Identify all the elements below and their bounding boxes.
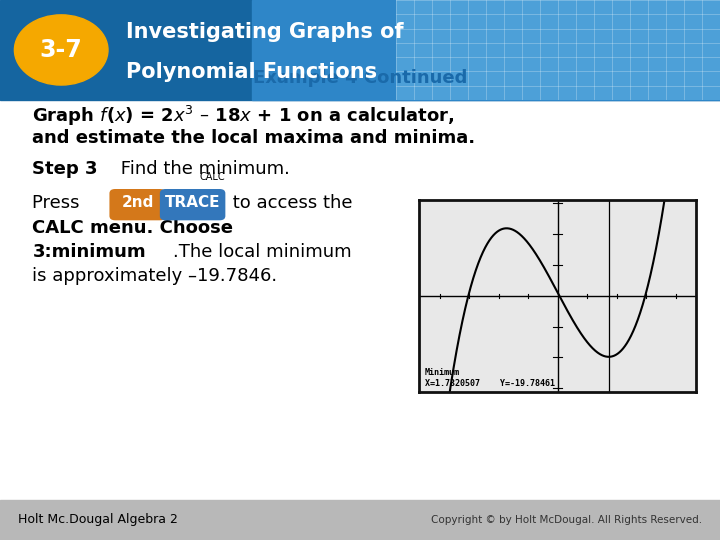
Text: Step 3: Step 3 — [32, 160, 98, 178]
Text: to access the: to access the — [227, 193, 352, 212]
Text: TRACE: TRACE — [165, 195, 220, 210]
Text: Graph $\it{f}$($\it{x}$) = 2$\it{x}^{3}$ – 18$\it{x}$ + 1 on a calculator,: Graph $\it{f}$($\it{x}$) = 2$\it{x}^{3}$… — [32, 104, 455, 128]
Text: Minimum
X=1.7320507    Y=-19.78461: Minimum X=1.7320507 Y=-19.78461 — [425, 368, 554, 388]
Text: CALC: CALC — [199, 172, 225, 181]
Text: 3:minimum: 3:minimum — [32, 243, 146, 261]
Text: Press: Press — [32, 193, 86, 212]
Text: Copyright © by Holt McDougal. All Rights Reserved.: Copyright © by Holt McDougal. All Rights… — [431, 515, 702, 525]
Text: Find the minimum.: Find the minimum. — [115, 160, 290, 178]
Text: 3-7: 3-7 — [40, 38, 83, 62]
Text: Investigating Graphs of: Investigating Graphs of — [126, 22, 404, 42]
Text: .The local minimum: .The local minimum — [173, 243, 351, 261]
Text: CALC menu. Choose: CALC menu. Choose — [32, 219, 233, 237]
Text: Holt Mc.Dougal Algebra 2: Holt Mc.Dougal Algebra 2 — [18, 513, 178, 526]
Text: and estimate the local maxima and minima.: and estimate the local maxima and minima… — [32, 129, 475, 147]
Text: is approximately –19.7846.: is approximately –19.7846. — [32, 267, 277, 286]
Text: 2nd: 2nd — [122, 195, 153, 210]
Text: Example 4 Continued: Example 4 Continued — [253, 69, 467, 87]
Text: Polynomial Functions: Polynomial Functions — [126, 62, 377, 82]
